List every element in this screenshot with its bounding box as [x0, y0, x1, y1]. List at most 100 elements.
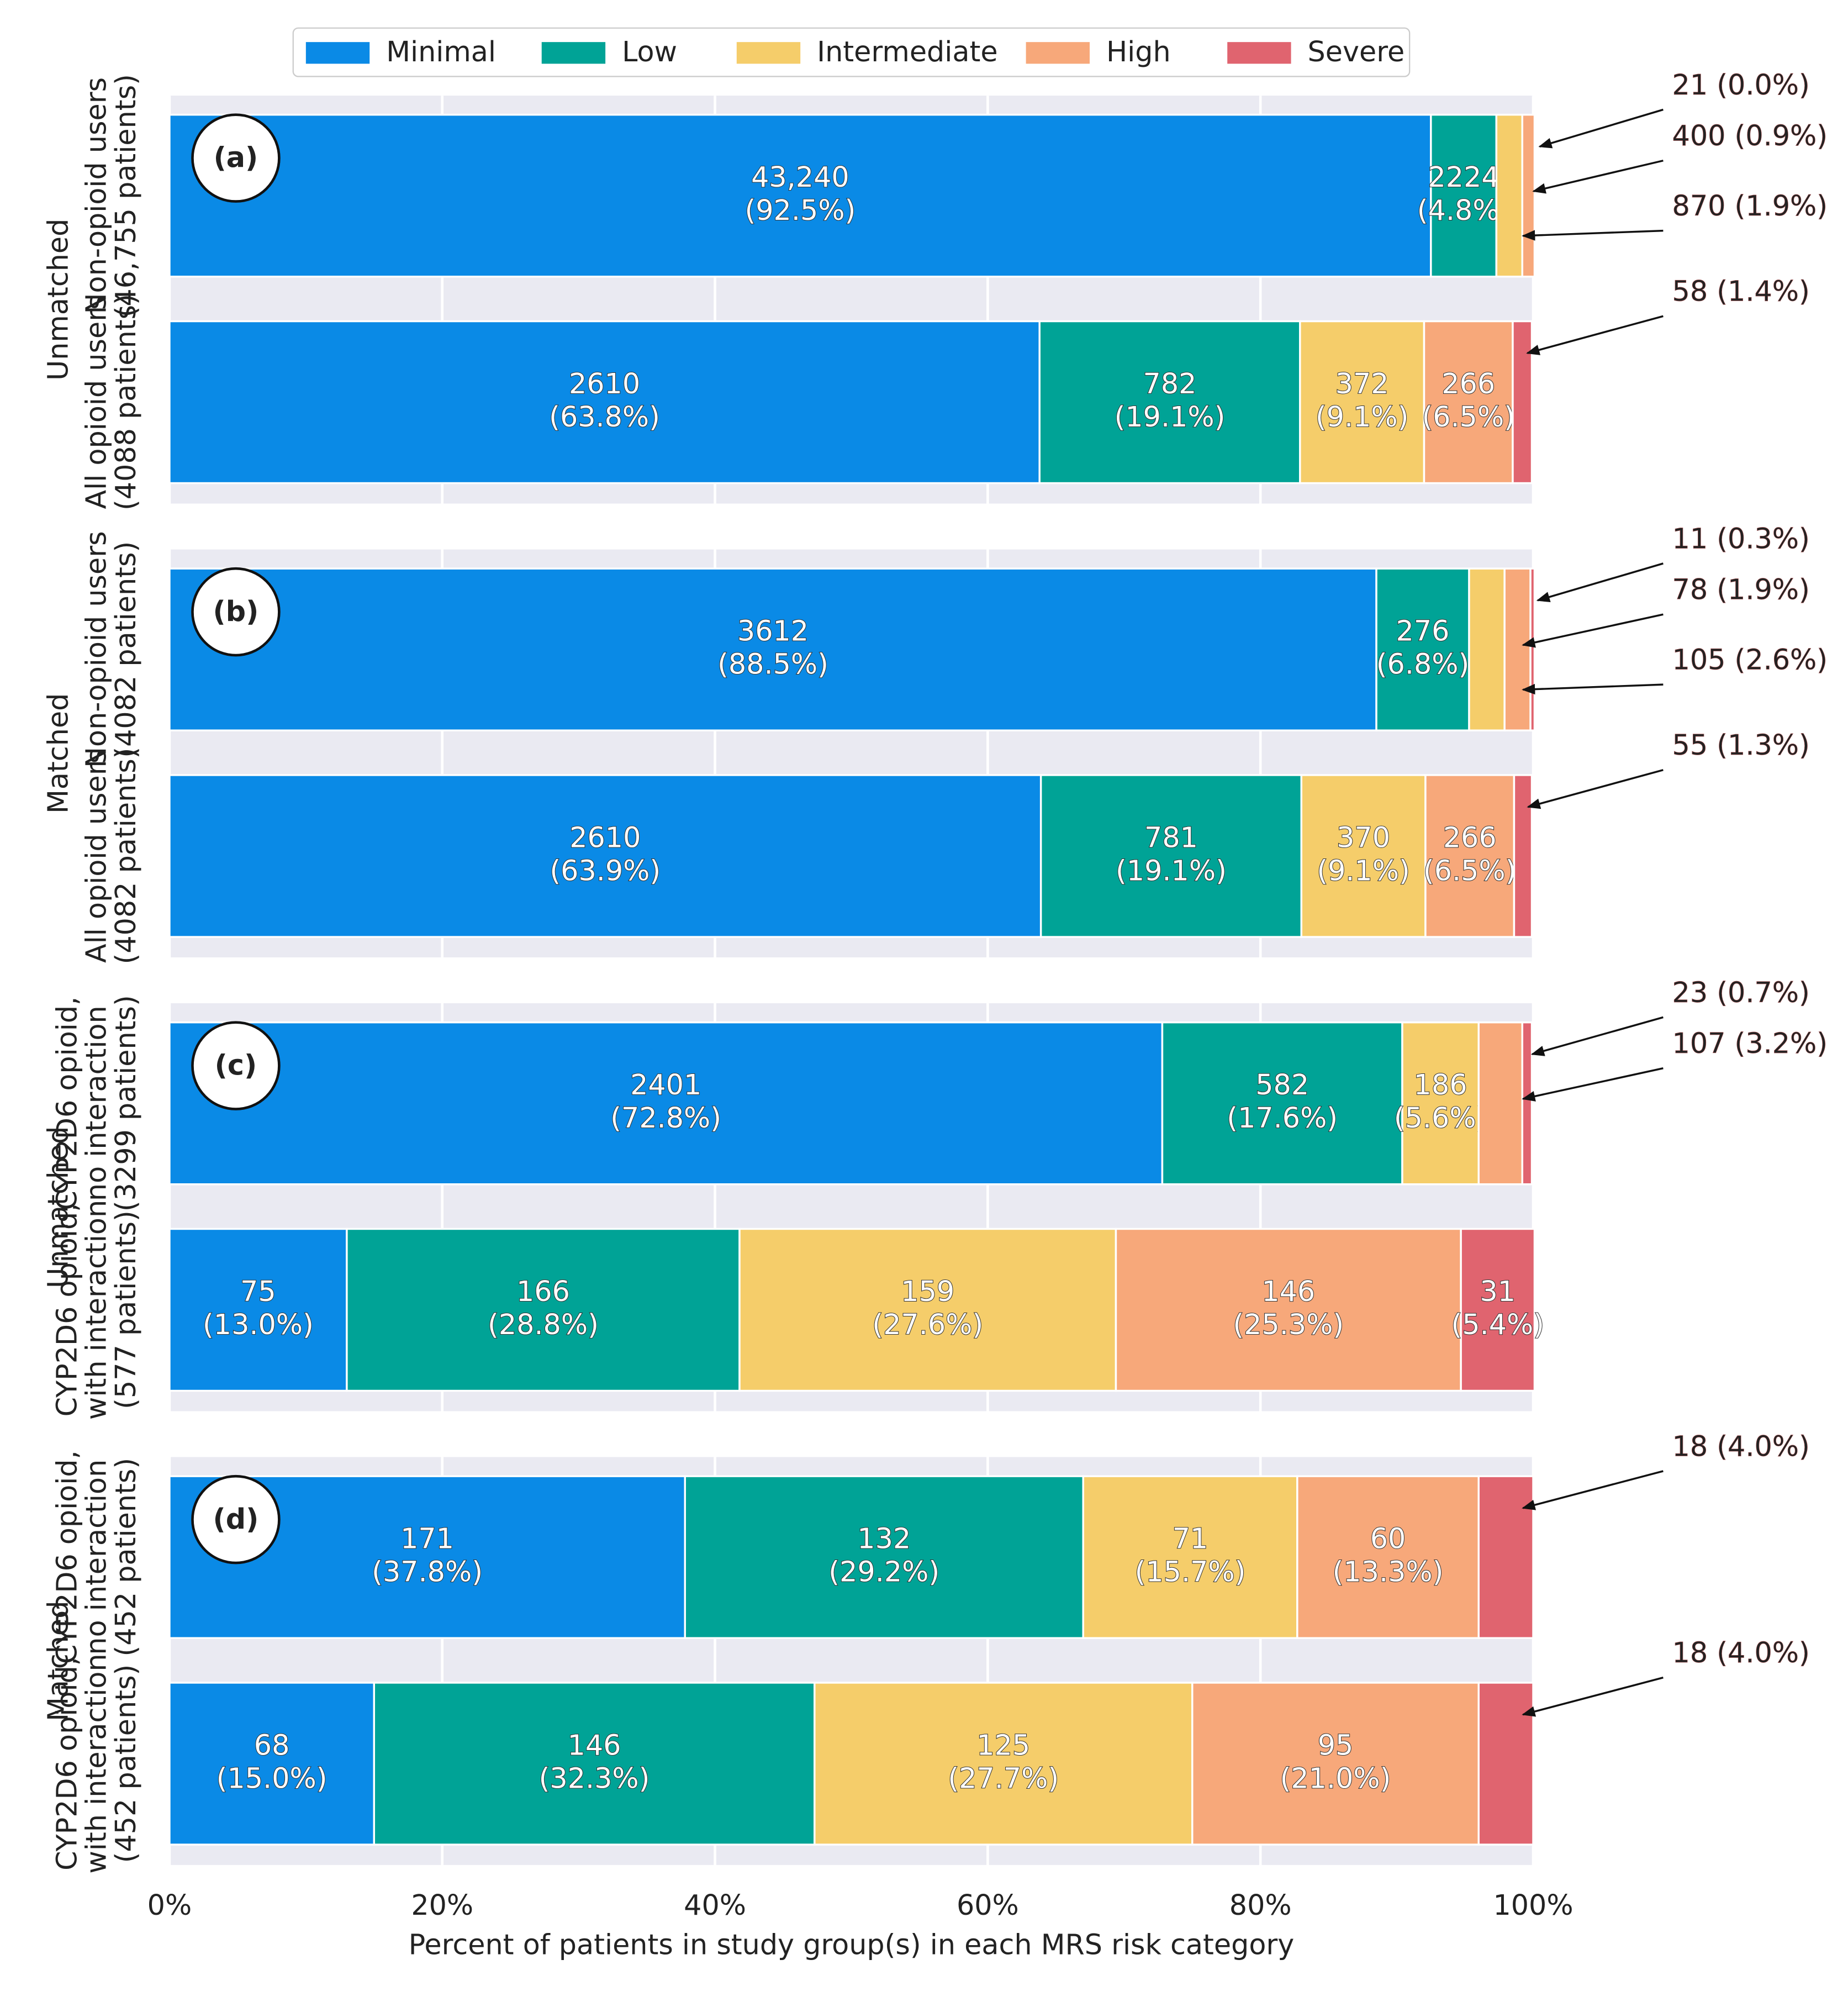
- annotation-arrow: [1526, 315, 1664, 355]
- annotation-arrow: [1522, 1677, 1664, 1717]
- data-label: (17.6%): [1227, 1102, 1338, 1134]
- bar-segment: [1039, 774, 1302, 938]
- panel-label: (a): [214, 141, 258, 173]
- data-label: 166: [516, 1275, 570, 1308]
- bar-segment: [738, 1228, 1117, 1392]
- data-label: 782: [1143, 367, 1197, 400]
- group-label: Matched: [41, 693, 74, 814]
- annotation: 21 (0.0%): [1672, 69, 1810, 101]
- bar-segment: [1460, 1228, 1536, 1392]
- data-label: 781: [1144, 821, 1198, 854]
- bar-segment: [1495, 113, 1523, 278]
- legend-label: Low: [622, 35, 677, 68]
- data-label: 146: [1261, 1275, 1315, 1308]
- bar-segment: [373, 1682, 816, 1846]
- x-axis-label: Percent of patients in study group(s) in…: [409, 1929, 1295, 1961]
- bar-segment: [1521, 113, 1536, 278]
- bar-segment: [1082, 1475, 1298, 1639]
- data-label: (37.8%): [372, 1556, 483, 1588]
- data-label: 370: [1337, 821, 1390, 854]
- x-tick-label: 20%: [411, 1889, 473, 1921]
- y-tick-label: CYP2D6 opioid,: [51, 1203, 83, 1417]
- data-label: 71: [1173, 1523, 1208, 1555]
- annotation: 11 (0.3%): [1672, 522, 1810, 555]
- y-tick-label: (452 patients): [109, 1664, 142, 1863]
- y-tick-label: with interaction: [80, 1200, 113, 1420]
- group-label: Unmatched: [41, 219, 74, 381]
- data-label: 31: [1480, 1275, 1516, 1308]
- data-label: 266: [1442, 367, 1495, 400]
- panel-label: (c): [215, 1049, 257, 1081]
- bar-segment: [1115, 1228, 1462, 1392]
- bar-segment: [1191, 1682, 1480, 1846]
- bar-segment: [1503, 567, 1532, 731]
- annotation: 107 (3.2%): [1672, 1027, 1828, 1060]
- data-label: (63.9%): [550, 855, 661, 887]
- data-label: 125: [976, 1729, 1030, 1761]
- y-tick-label: no interaction: [80, 1460, 113, 1655]
- data-label: (19.1%): [1115, 401, 1226, 433]
- bar-segment: [1477, 1475, 1534, 1639]
- data-label: (63.8%): [549, 401, 660, 433]
- bar-segment: [1401, 1021, 1480, 1186]
- annotation-arrow: [1522, 1470, 1664, 1510]
- data-label: (72.8%): [610, 1102, 721, 1134]
- annotation-arrow: [1536, 562, 1664, 602]
- panel-label: (d): [213, 1503, 259, 1535]
- annotation: 400 (0.9%): [1672, 119, 1828, 152]
- annotation: 58 (1.4%): [1672, 275, 1810, 308]
- y-tick-label: All opioid users: [80, 296, 113, 509]
- bar-segment: [168, 1228, 348, 1392]
- bar-segment: [1529, 567, 1536, 731]
- annotation: 78 (1.9%): [1672, 573, 1810, 606]
- data-label: (9.1%): [1317, 855, 1410, 887]
- bar-segment: [1375, 567, 1470, 731]
- annotation-arrow: [1530, 1016, 1664, 1056]
- bar-segment: [168, 774, 1042, 938]
- bar-segment: [1423, 320, 1514, 484]
- legend-swatch: [1026, 42, 1090, 64]
- data-label: 95: [1318, 1729, 1354, 1761]
- data-label: 2401: [630, 1068, 701, 1101]
- bar-segment: [1300, 774, 1427, 938]
- annotation-arrow: [1522, 683, 1664, 695]
- data-label: (88.5%): [717, 648, 828, 681]
- y-tick-label: no interaction: [80, 1005, 113, 1201]
- annotation: 23 (0.7%): [1672, 976, 1810, 1009]
- data-label: (19.1%): [1116, 855, 1227, 887]
- y-tick-label: CYP2D6 opioid,: [51, 997, 83, 1210]
- panel-badge: [191, 1021, 281, 1110]
- bar-segment: [1477, 1021, 1523, 1186]
- bar-segment: [1424, 774, 1516, 938]
- bar-segment: [1521, 1021, 1533, 1186]
- data-label: (4.8%): [1417, 194, 1511, 226]
- bar-segment: [1468, 567, 1506, 731]
- annotation-arrow: [1522, 1067, 1664, 1102]
- bar-segment: [1477, 1682, 1534, 1846]
- panel-badge: [191, 567, 281, 657]
- data-label: (15.0%): [217, 1762, 328, 1794]
- annotation-arrow: [1522, 613, 1664, 648]
- y-tick-label: (3299 patients): [109, 995, 142, 1211]
- bar-segment: [168, 567, 1377, 731]
- group-label: Matched: [41, 1601, 74, 1721]
- y-tick-label: (4082 patients): [109, 541, 142, 758]
- data-label: (5.6%): [1394, 1102, 1487, 1134]
- legend-label: Minimal: [386, 35, 496, 68]
- data-label: 3612: [737, 615, 809, 647]
- annotation-arrow: [1522, 229, 1664, 241]
- annotation-arrow: [1538, 108, 1664, 149]
- bar-segment: [168, 1682, 376, 1846]
- bar-segment: [1038, 320, 1301, 484]
- annotation: 105 (2.6%): [1672, 644, 1828, 676]
- bar-segment: [1161, 1021, 1403, 1186]
- annotation: 870 (1.9%): [1672, 189, 1828, 222]
- data-label: 2224: [1428, 161, 1499, 193]
- annotation: 18 (4.0%): [1672, 1636, 1810, 1669]
- legend-swatch: [736, 42, 801, 64]
- group-label: Unmatched: [41, 1126, 74, 1288]
- data-label: (28.8%): [488, 1308, 599, 1341]
- data-label: (32.3%): [539, 1762, 650, 1794]
- y-tick-label: CYP2D6 opioid,: [51, 1450, 83, 1664]
